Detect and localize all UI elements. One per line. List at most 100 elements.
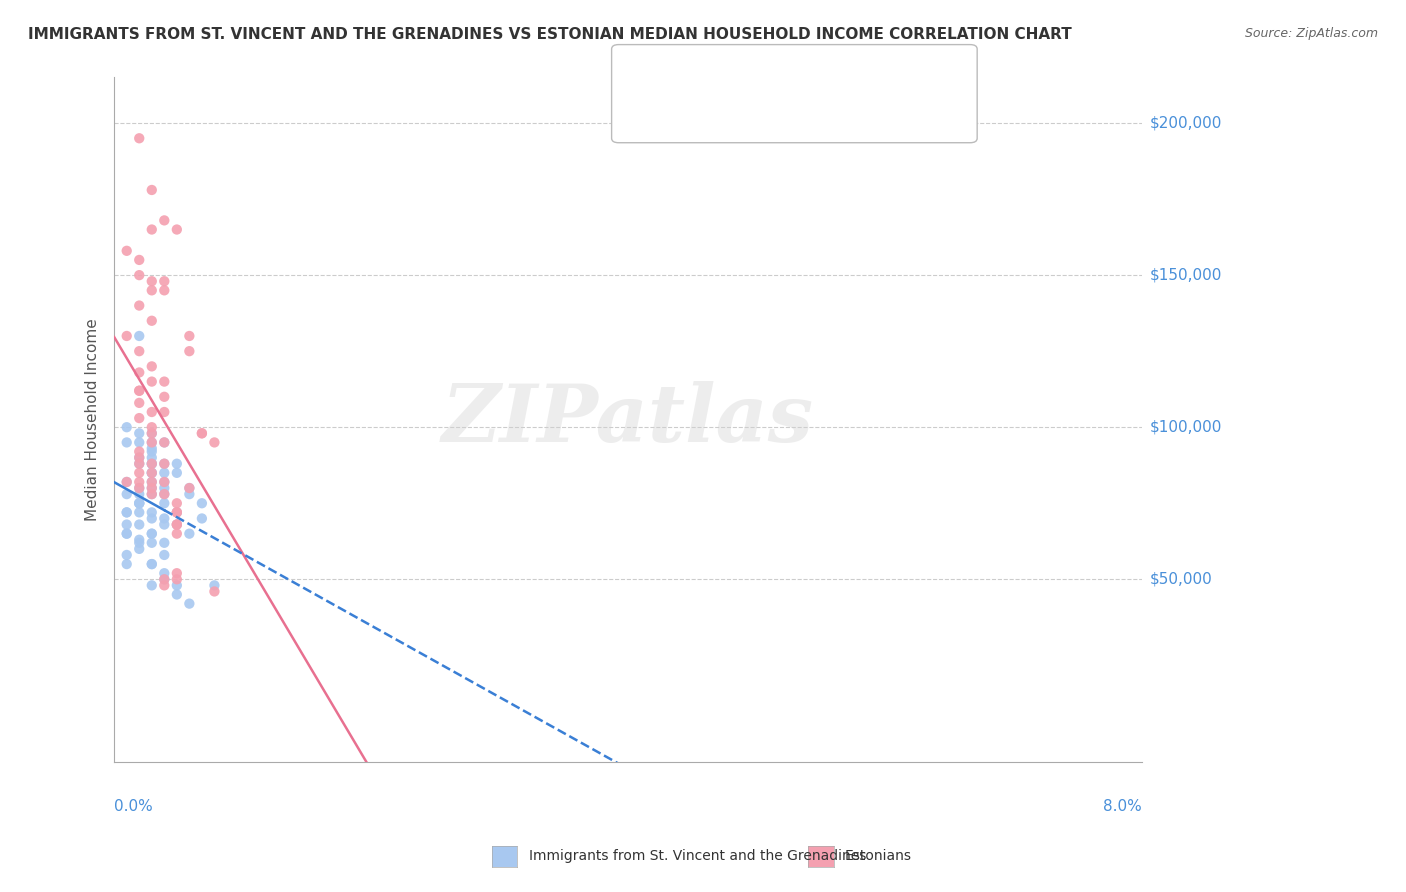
- Point: [153, 375, 176, 389]
- Point: [153, 475, 176, 489]
- Point: [166, 526, 188, 541]
- Point: [115, 505, 138, 519]
- Point: [166, 457, 188, 471]
- Text: 0.0%: 0.0%: [114, 799, 153, 814]
- Point: [115, 244, 138, 258]
- Text: R =: R =: [672, 67, 702, 81]
- Point: [141, 481, 163, 495]
- Point: [153, 566, 176, 581]
- Point: [141, 444, 163, 458]
- Point: [128, 396, 150, 410]
- Point: [166, 505, 188, 519]
- Point: [153, 517, 176, 532]
- Point: [141, 183, 163, 197]
- Point: [128, 541, 150, 556]
- Point: [128, 517, 150, 532]
- Point: [141, 284, 163, 298]
- Point: [128, 466, 150, 480]
- Point: [153, 572, 176, 586]
- Point: [141, 450, 163, 465]
- Point: [141, 505, 163, 519]
- Point: [141, 222, 163, 236]
- Point: [115, 435, 138, 450]
- Point: [128, 496, 150, 510]
- Text: Source: ZipAtlas.com: Source: ZipAtlas.com: [1244, 27, 1378, 40]
- Point: [128, 496, 150, 510]
- Point: [179, 329, 201, 343]
- Point: [141, 359, 163, 374]
- Point: [141, 466, 163, 480]
- Text: -0.188: -0.188: [711, 67, 761, 81]
- Point: [128, 457, 150, 471]
- Text: -0.068: -0.068: [711, 106, 761, 120]
- Point: [115, 329, 138, 343]
- Point: [166, 587, 188, 601]
- Point: [141, 435, 163, 450]
- Point: [115, 505, 138, 519]
- Point: [128, 329, 150, 343]
- Point: [153, 496, 176, 510]
- Point: [115, 475, 138, 489]
- Point: [153, 390, 176, 404]
- Point: [153, 511, 176, 525]
- Text: $100,000: $100,000: [1150, 420, 1222, 434]
- Point: [128, 131, 150, 145]
- Point: [115, 420, 138, 434]
- Text: $200,000: $200,000: [1150, 116, 1222, 130]
- Point: [115, 526, 138, 541]
- Point: [153, 548, 176, 562]
- Point: [141, 420, 163, 434]
- Point: [141, 435, 163, 450]
- Point: [204, 584, 226, 599]
- Point: [179, 487, 201, 501]
- Point: [115, 487, 138, 501]
- Text: 63: 63: [810, 106, 830, 120]
- Point: [128, 487, 150, 501]
- Point: [128, 299, 150, 313]
- Point: [191, 496, 214, 510]
- Point: [115, 517, 138, 532]
- Point: [153, 435, 176, 450]
- Point: [141, 442, 163, 456]
- Point: [153, 487, 176, 501]
- Point: [153, 572, 176, 586]
- Text: $50,000: $50,000: [1150, 572, 1212, 587]
- Text: R =: R =: [672, 106, 702, 120]
- Point: [141, 487, 163, 501]
- Point: [153, 457, 176, 471]
- Point: [141, 466, 163, 480]
- Point: [141, 511, 163, 525]
- Point: [128, 481, 150, 495]
- Point: [128, 450, 150, 465]
- Text: 8.0%: 8.0%: [1102, 799, 1142, 814]
- Point: [166, 517, 188, 532]
- Point: [166, 505, 188, 519]
- Point: [128, 344, 150, 359]
- Point: [128, 496, 150, 510]
- Point: [166, 222, 188, 236]
- Point: [191, 511, 214, 525]
- Point: [153, 475, 176, 489]
- Point: [153, 466, 176, 480]
- Text: ZIPatlas: ZIPatlas: [441, 381, 814, 458]
- Point: [191, 426, 214, 441]
- Point: [141, 375, 163, 389]
- Point: [141, 475, 163, 489]
- Point: [141, 487, 163, 501]
- Point: [166, 566, 188, 581]
- Point: [128, 481, 150, 495]
- Point: [128, 533, 150, 547]
- Point: [166, 466, 188, 480]
- Point: [141, 314, 163, 328]
- Point: [115, 557, 138, 571]
- Point: [153, 536, 176, 550]
- Point: [141, 526, 163, 541]
- Point: [141, 526, 163, 541]
- Text: N =: N =: [768, 67, 807, 81]
- Point: [204, 578, 226, 592]
- Text: N =: N =: [768, 106, 807, 120]
- Point: [128, 505, 150, 519]
- Point: [115, 526, 138, 541]
- Point: [179, 481, 201, 495]
- Point: [128, 435, 150, 450]
